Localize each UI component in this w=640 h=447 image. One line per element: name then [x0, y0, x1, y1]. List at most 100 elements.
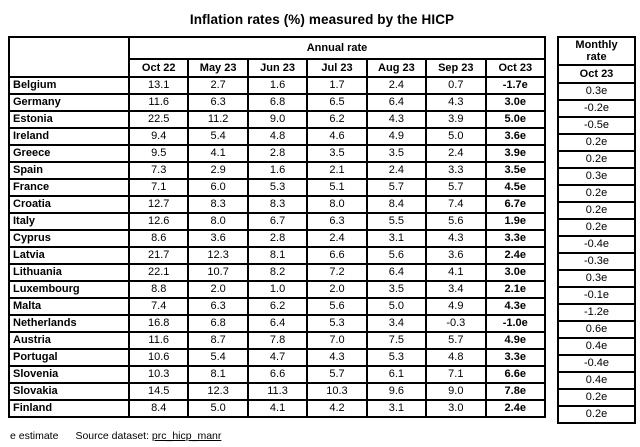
annual-value-cell: 3.4	[425, 280, 487, 299]
annual-value-cell: 22.5	[127, 110, 190, 129]
annual-value-cell: 3.6	[187, 229, 249, 248]
monthly-table-row: -1.2e	[557, 303, 636, 322]
annual-value-cell: 6.4	[246, 314, 309, 333]
annual-value-cell: 7.8	[246, 331, 309, 350]
annual-value-cell: 7.1	[127, 178, 190, 197]
annual-value-cell: 2.0	[306, 280, 368, 299]
monthly-group-header: Monthly rate	[557, 36, 636, 66]
annual-value-cell: 5.7	[425, 331, 487, 350]
annual-value-cell: 8.3	[187, 195, 249, 214]
footnote: e estimate Source dataset: prc_hicp_manr	[8, 430, 636, 442]
annual-value-cell: 2.1e	[484, 280, 547, 299]
group-header-row: Annual rate	[8, 36, 546, 78]
annual-value-cell: 8.3	[246, 195, 309, 214]
monthly-value-cell: 0.2e	[557, 388, 636, 407]
country-cell: Greece	[8, 144, 130, 163]
monthly-table-row: -0.5e	[557, 116, 636, 135]
annual-value-cell: 6.7e	[484, 195, 547, 214]
annual-value-cell: 2.4e	[484, 246, 547, 265]
monthly-value-cell: 0.2e	[557, 133, 636, 152]
annual-value-cell: 13.1	[127, 76, 190, 95]
monthly-group-header-row: Monthly rate	[557, 36, 636, 66]
monthly-value-cell: -0.5e	[557, 116, 636, 135]
annual-value-cell: -1.0e	[484, 314, 547, 333]
annual-value-cell: 4.9	[365, 127, 428, 146]
annual-value-cell: 2.0	[187, 280, 249, 299]
month-column-header: Jul 23	[306, 58, 368, 78]
annual-value-cell: 12.3	[187, 246, 249, 265]
annual-value-cell: 6.2	[306, 110, 368, 129]
monthly-value-cell: -1.2e	[557, 303, 636, 322]
table-row: Portugal 10.6 5.4 4.7 4.3 5.3 4.8 3.3e	[8, 348, 547, 367]
annual-value-cell: 5.1	[306, 178, 368, 197]
annual-value-cell: 2.4	[425, 144, 487, 163]
country-cell: Belgium	[8, 76, 130, 95]
annual-value-cell: 1.9e	[484, 212, 547, 231]
monthly-value-cell: 0.4e	[557, 371, 636, 390]
monthly-table-row: -0.4e	[557, 235, 636, 254]
annual-value-cell: 7.8e	[484, 382, 547, 401]
monthly-table-row: 0.2e	[557, 388, 636, 407]
annual-value-cell: 8.4	[127, 399, 190, 418]
annual-value-cell: 5.0	[187, 399, 249, 418]
annual-value-cell: 5.7	[365, 178, 428, 197]
annual-value-cell: 3.0e	[484, 263, 547, 282]
monthly-table-row: 0.2e	[557, 218, 636, 237]
table-row: Netherlands 16.8 6.8 6.4 5.3 3.4 -0.3 -1.0e	[8, 314, 547, 333]
annual-value-cell: 6.8	[246, 93, 309, 112]
annual-value-cell: 5.6	[365, 246, 428, 265]
annual-value-cell: 14.5	[127, 382, 190, 401]
annual-value-cell: 7.3	[127, 161, 190, 180]
annual-value-cell: 3.3e	[484, 348, 547, 367]
monthly-group-header-label: Monthly rate	[575, 39, 618, 63]
monthly-table-row: -0.3e	[557, 252, 636, 271]
country-cell: Austria	[8, 331, 130, 350]
country-cell: Malta	[8, 297, 130, 316]
monthly-table-row: 0.2e	[557, 201, 636, 220]
monthly-value-cell: -0.2e	[557, 99, 636, 118]
monthly-month-header-row: Oct 23	[557, 64, 636, 84]
annual-value-cell: 16.8	[127, 314, 190, 333]
annual-value-cell: 6.5	[306, 93, 368, 112]
annual-value-cell: 5.7	[306, 365, 368, 384]
monthly-value-cell: 0.2e	[557, 201, 636, 220]
annual-value-cell: 7.4	[425, 195, 487, 214]
annual-value-cell: 4.1	[425, 263, 487, 282]
monthly-table-row: 0.6e	[557, 320, 636, 339]
annual-value-cell: 6.7	[246, 212, 309, 231]
monthly-table-row: -0.1e	[557, 286, 636, 305]
source-dataset-link[interactable]: prc_hicp_manr	[151, 430, 222, 442]
annual-value-cell: 12.7	[127, 195, 190, 214]
table-row: Spain 7.3 2.9 1.6 2.1 2.4 3.3 3.5e	[8, 161, 547, 180]
monthly-value-cell: -0.4e	[557, 235, 636, 254]
annual-value-cell: 2.4	[365, 76, 428, 95]
country-cell: Luxembourg	[8, 280, 130, 299]
annual-value-cell: 7.4	[127, 297, 190, 316]
monthly-table-row: 0.3e	[557, 82, 636, 101]
annual-value-cell: 10.3	[127, 365, 190, 384]
country-cell: Netherlands	[8, 314, 130, 333]
monthly-month-header: Oct 23	[557, 64, 636, 84]
annual-value-cell: 1.7	[306, 76, 368, 95]
annual-value-cell: 3.3e	[484, 229, 547, 248]
annual-value-cell: 5.0e	[484, 110, 547, 129]
country-cell: Croatia	[8, 195, 130, 214]
annual-value-cell: 5.6	[306, 297, 368, 316]
annual-value-cell: 3.4	[365, 314, 428, 333]
annual-value-cell: 5.7	[425, 178, 487, 197]
annual-value-cell: 6.3	[306, 212, 368, 231]
monthly-table-row: 0.3e	[557, 269, 636, 288]
table-row: Ireland 9.4 5.4 4.8 4.6 4.9 5.0 3.6e	[8, 127, 547, 146]
annual-value-cell: 4.8	[246, 127, 309, 146]
annual-value-cell: 3.0	[425, 399, 487, 418]
annual-value-cell: 21.7	[127, 246, 190, 265]
annual-value-cell: 4.3	[425, 229, 487, 248]
month-column-header: Oct 22	[127, 58, 190, 78]
annual-value-cell: 4.3e	[484, 297, 547, 316]
annual-group-header: Annual rate	[128, 36, 546, 60]
estimate-note: e estimate	[10, 430, 59, 442]
annual-value-cell: 3.5e	[484, 161, 547, 180]
monthly-value-cell: 0.2e	[557, 184, 636, 203]
country-cell: Spain	[8, 161, 130, 180]
annual-value-cell: 2.9	[187, 161, 249, 180]
